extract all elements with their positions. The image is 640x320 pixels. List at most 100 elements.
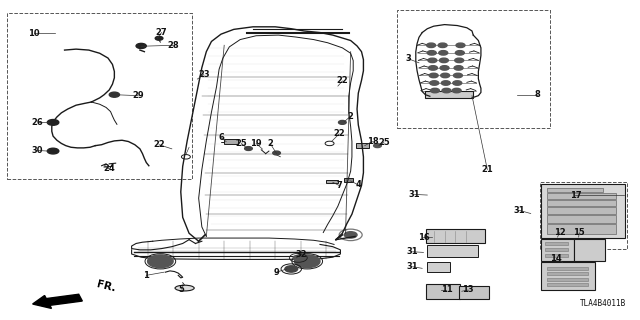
- Text: 14: 14: [550, 254, 562, 263]
- Text: 3: 3: [405, 54, 411, 63]
- Circle shape: [427, 43, 436, 48]
- Circle shape: [109, 92, 120, 97]
- Circle shape: [428, 58, 437, 63]
- Bar: [547, 207, 616, 214]
- Text: 22: 22: [153, 140, 165, 149]
- Text: 5: 5: [179, 284, 184, 293]
- Circle shape: [439, 51, 448, 55]
- Text: 2: 2: [268, 139, 273, 148]
- Text: 1: 1: [143, 271, 149, 280]
- Bar: [426, 91, 473, 98]
- FancyBboxPatch shape: [460, 286, 488, 299]
- Bar: [540, 182, 627, 249]
- Bar: [547, 267, 588, 270]
- FancyBboxPatch shape: [541, 184, 625, 238]
- Bar: [547, 278, 588, 281]
- Bar: [545, 242, 568, 245]
- Circle shape: [429, 73, 438, 78]
- Text: 26: 26: [32, 118, 44, 127]
- Bar: [545, 254, 568, 257]
- FancyBboxPatch shape: [574, 239, 605, 261]
- Circle shape: [429, 66, 438, 70]
- Bar: [428, 245, 478, 257]
- Text: 11: 11: [440, 285, 452, 294]
- Text: 31: 31: [407, 247, 419, 256]
- Circle shape: [455, 58, 464, 63]
- Bar: [547, 283, 588, 286]
- FancyBboxPatch shape: [541, 262, 595, 290]
- FancyBboxPatch shape: [541, 239, 574, 261]
- Text: 4: 4: [355, 180, 361, 189]
- Circle shape: [431, 88, 440, 93]
- Bar: [7, 13, 192, 179]
- Circle shape: [441, 73, 450, 78]
- Circle shape: [47, 148, 59, 154]
- Bar: [547, 224, 616, 234]
- Text: 12: 12: [554, 228, 565, 237]
- Text: 6: 6: [218, 133, 224, 142]
- Ellipse shape: [175, 285, 194, 291]
- Circle shape: [438, 43, 447, 48]
- Circle shape: [440, 58, 449, 63]
- Circle shape: [428, 51, 436, 55]
- Text: 27: 27: [156, 28, 168, 37]
- Circle shape: [244, 147, 252, 150]
- Text: 9: 9: [274, 268, 280, 277]
- Text: 31: 31: [409, 190, 420, 199]
- Circle shape: [148, 255, 173, 268]
- Text: 31: 31: [513, 206, 525, 215]
- Text: 32: 32: [295, 251, 307, 260]
- Circle shape: [136, 44, 147, 49]
- Circle shape: [293, 255, 303, 260]
- Text: 30: 30: [32, 146, 44, 155]
- Circle shape: [454, 73, 463, 78]
- Circle shape: [430, 81, 439, 85]
- Text: FR.: FR.: [95, 279, 116, 293]
- Circle shape: [456, 51, 465, 55]
- Bar: [547, 193, 616, 199]
- Text: 23: 23: [198, 70, 209, 79]
- Text: 17: 17: [570, 190, 581, 200]
- Text: 31: 31: [407, 262, 419, 271]
- Circle shape: [374, 144, 381, 148]
- Bar: [547, 215, 616, 223]
- Text: 13: 13: [462, 285, 474, 294]
- FancyArrow shape: [33, 294, 83, 308]
- Circle shape: [442, 81, 451, 85]
- Text: 22: 22: [337, 76, 348, 85]
- Bar: [356, 143, 369, 148]
- Bar: [344, 178, 353, 182]
- FancyBboxPatch shape: [426, 229, 484, 244]
- Text: TLA4B4011B: TLA4B4011B: [580, 299, 627, 308]
- Text: 7: 7: [336, 181, 342, 190]
- Circle shape: [294, 255, 320, 268]
- Bar: [397, 10, 550, 128]
- Text: 21: 21: [481, 165, 493, 174]
- Bar: [428, 262, 450, 272]
- Text: 2: 2: [348, 112, 353, 121]
- Circle shape: [339, 121, 346, 124]
- Circle shape: [285, 266, 298, 272]
- Circle shape: [47, 120, 59, 125]
- Text: 25: 25: [378, 138, 390, 147]
- Bar: [547, 188, 603, 192]
- Bar: [547, 272, 588, 275]
- Circle shape: [454, 66, 463, 70]
- Text: 16: 16: [417, 233, 429, 242]
- Text: 15: 15: [573, 228, 585, 237]
- Text: 19: 19: [250, 139, 262, 148]
- Bar: [545, 248, 568, 251]
- Circle shape: [273, 151, 280, 155]
- Text: 24: 24: [104, 164, 115, 173]
- Circle shape: [452, 88, 461, 93]
- Circle shape: [156, 36, 163, 40]
- Text: 29: 29: [132, 91, 144, 100]
- Text: 22: 22: [333, 129, 345, 138]
- Circle shape: [456, 43, 465, 48]
- Bar: [224, 139, 238, 144]
- Text: 10: 10: [28, 29, 40, 38]
- Circle shape: [442, 88, 451, 93]
- Circle shape: [344, 232, 357, 238]
- Circle shape: [440, 66, 449, 70]
- Text: 8: 8: [534, 90, 540, 99]
